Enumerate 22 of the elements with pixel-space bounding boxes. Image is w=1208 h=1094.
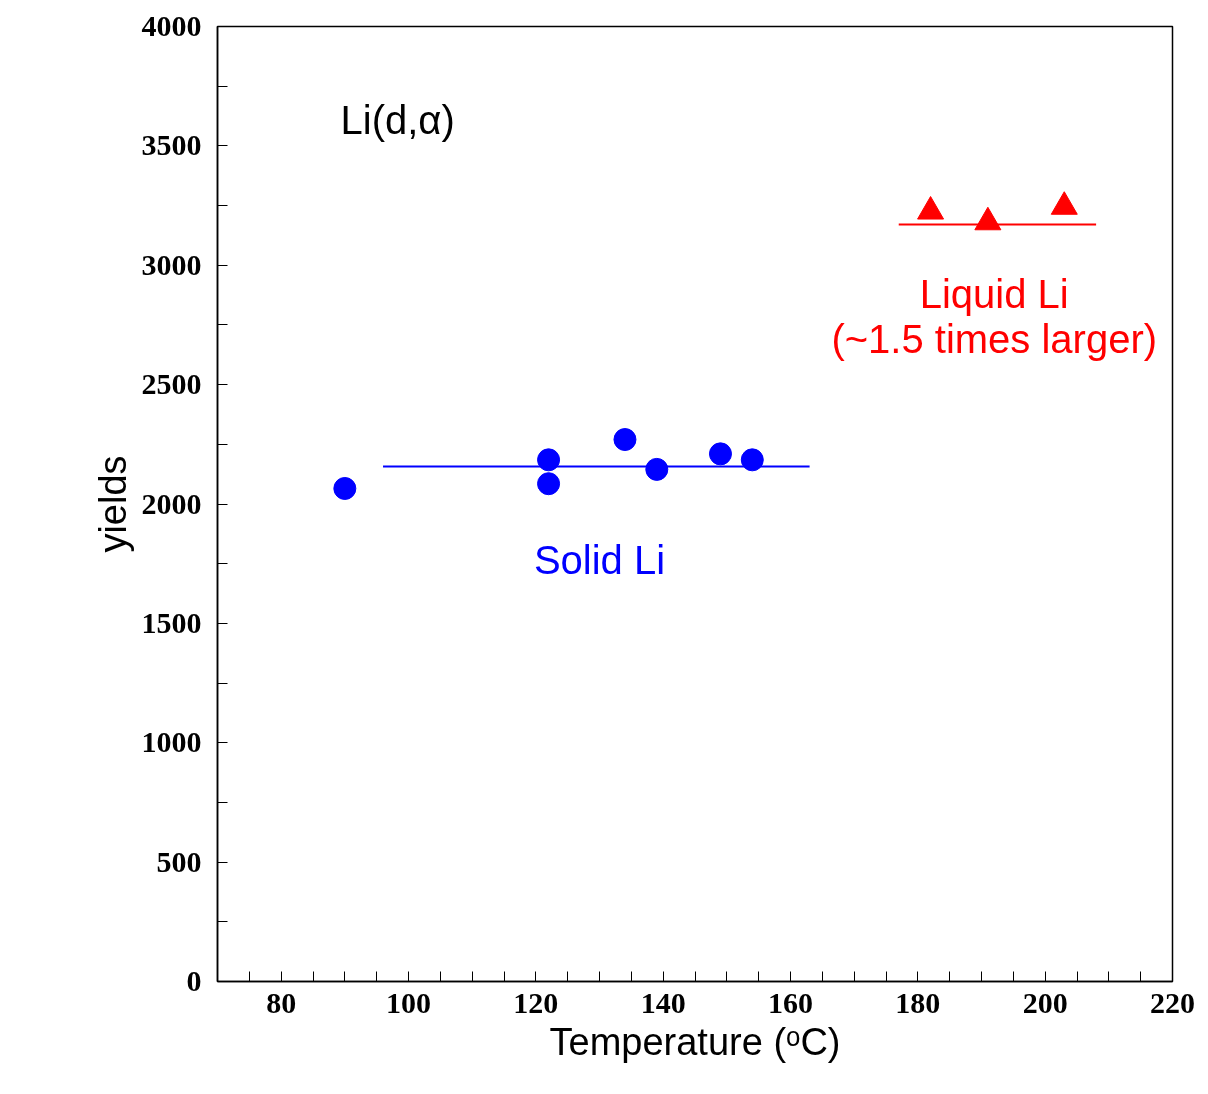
y-tick-label: 4000 bbox=[141, 9, 202, 42]
y-tick-label: 2500 bbox=[141, 367, 202, 401]
x-tick-label: 100 bbox=[386, 985, 431, 1019]
x-axis-title: Temperature (ᵒC) bbox=[549, 1020, 841, 1063]
y-tick-label: 1500 bbox=[141, 605, 202, 639]
x-tick-label: 220 bbox=[1150, 985, 1195, 1019]
y-tick-label: 3000 bbox=[141, 247, 202, 281]
text: Liquid Li (~1.5 times larger) bbox=[831, 272, 1158, 362]
series-label: Solid Li bbox=[533, 538, 666, 583]
y-tick-label: 1000 bbox=[141, 725, 202, 759]
annotation: Li(d,α) bbox=[340, 97, 455, 142]
x-tick-label: 120 bbox=[513, 985, 559, 1019]
y-tick-label: 500 bbox=[156, 844, 202, 878]
x-tick-label: 80 bbox=[266, 985, 297, 1019]
y-axis-title: yields bbox=[91, 455, 134, 553]
x-tick-label: 180 bbox=[895, 985, 941, 1019]
x-tick-label: 140 bbox=[640, 985, 686, 1019]
x-tick-label: 160 bbox=[768, 985, 813, 1019]
y-tick-label: 0 bbox=[186, 964, 202, 997]
y-tick-label: 3500 bbox=[141, 128, 202, 162]
y-tick-label: 2000 bbox=[141, 486, 202, 520]
x-tick-label: 200 bbox=[1022, 985, 1068, 1019]
